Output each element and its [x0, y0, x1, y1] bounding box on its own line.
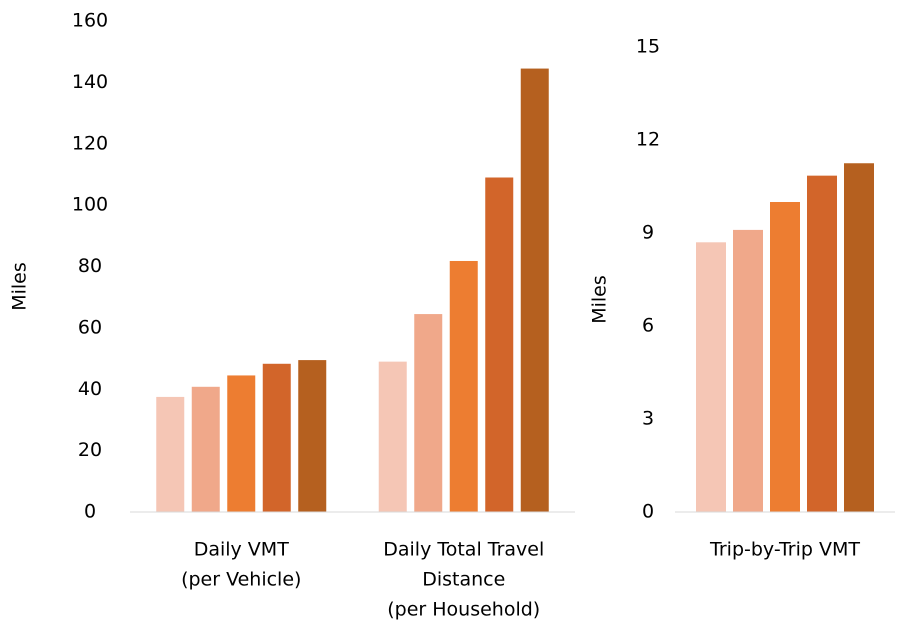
y-tick-label: 20 — [78, 439, 102, 461]
bar — [227, 375, 256, 512]
bar — [844, 163, 874, 512]
y-tick-label: 140 — [72, 71, 108, 93]
y-tick-label: 80 — [78, 255, 102, 277]
y-tick-label: 12 — [636, 129, 660, 151]
bar — [414, 314, 443, 512]
x-tick-label: Daily Total Travel — [383, 539, 544, 561]
bar — [378, 361, 407, 512]
y-tick-label: 9 — [642, 222, 654, 244]
y-tick-label: 100 — [72, 194, 108, 216]
x-tick-label: Daily VMT — [194, 539, 290, 561]
bar — [298, 360, 327, 512]
y-tick-label: 15 — [636, 36, 660, 58]
bar — [191, 386, 220, 512]
y-tick-label: 6 — [642, 315, 654, 337]
bar — [156, 396, 185, 512]
y-tick-label: 160 — [72, 10, 108, 32]
y-tick-label: 0 — [642, 501, 654, 523]
y-tick-label: 3 — [642, 408, 654, 430]
y-tick-label: 120 — [72, 132, 108, 154]
y-tick-label: 60 — [78, 316, 102, 338]
y-tick-label: 40 — [78, 378, 102, 400]
bar — [770, 202, 800, 512]
y-axis-label: Miles — [9, 262, 31, 311]
bar — [807, 175, 837, 512]
x-tick-label: Distance — [422, 569, 505, 591]
bar — [262, 363, 291, 512]
y-axis-label: Miles — [589, 275, 611, 324]
bar — [485, 177, 514, 512]
y-tick-label: 0 — [84, 501, 96, 523]
x-tick-label: (per Household) — [387, 599, 540, 621]
bar — [520, 68, 549, 513]
x-tick-label: Trip-by-Trip VMT — [709, 539, 860, 561]
bar — [733, 229, 763, 512]
x-tick-label: (per Vehicle) — [181, 569, 301, 591]
bar — [696, 242, 726, 513]
bar — [449, 260, 478, 512]
